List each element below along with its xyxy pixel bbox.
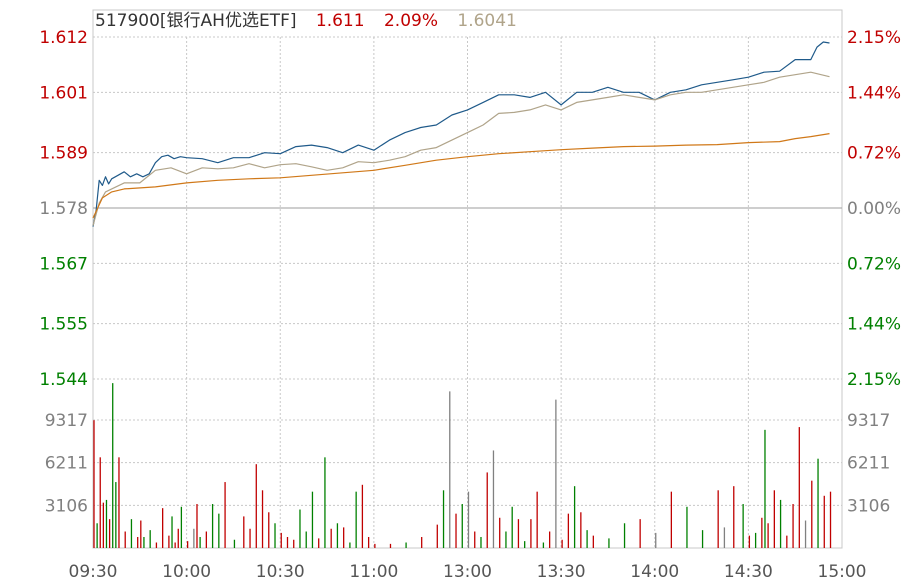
time-tick-label: 09:30 xyxy=(69,562,118,582)
pct-tick-label: 0.72% xyxy=(847,144,901,164)
time-tick-label: 11:00 xyxy=(349,562,398,582)
pct-tick-label: 0.72% xyxy=(847,254,901,274)
price-tick-label: 1.555 xyxy=(39,315,88,335)
price-tick-label: 1.589 xyxy=(39,144,88,164)
volume-tick-label-right: 3106 xyxy=(847,496,890,516)
price-tick-label: 1.544 xyxy=(39,370,88,390)
price-tick-label: 1.567 xyxy=(39,254,88,274)
pct-tick-label: 1.44% xyxy=(847,315,901,335)
time-tick-label: 13:00 xyxy=(443,562,492,582)
price-lines xyxy=(92,41,830,227)
time-tick-label: 10:00 xyxy=(162,562,211,582)
price-tick-label: 1.578 xyxy=(39,199,88,219)
series-line-0 xyxy=(92,41,830,227)
chart-grid xyxy=(92,9,843,549)
volume-tick-label-left: 6211 xyxy=(45,454,88,474)
volume-bars xyxy=(93,383,832,548)
price-tick-label: 1.601 xyxy=(39,83,88,103)
pct-tick-label: 1.44% xyxy=(847,83,901,103)
average-price: 1.6041 xyxy=(457,11,517,31)
pct-tick-label: 0.00% xyxy=(847,199,901,219)
time-tick-label: 14:30 xyxy=(724,562,773,582)
time-tick-label: 10:30 xyxy=(256,562,305,582)
security-name: 517900[银行AH优选ETF] xyxy=(95,11,297,31)
time-tick-label: 13:30 xyxy=(537,562,586,582)
price-tick-label: 1.612 xyxy=(39,28,88,48)
volume-tick-label-right: 9317 xyxy=(847,411,890,431)
volume-tick-label-left: 9317 xyxy=(45,411,88,431)
time-tick-label: 14:00 xyxy=(630,562,679,582)
series-line-1 xyxy=(92,71,830,226)
series-line-2 xyxy=(92,133,830,219)
chart-header: 517900[银行AH优选ETF] 1.611 2.09% 1.6041 xyxy=(95,6,531,31)
pct-tick-label: 2.15% xyxy=(847,28,901,48)
axis-labels: 1.612 2.15% 1.601 1.44% 1.589 0.72% 1.578 0.00%… xyxy=(39,28,901,582)
current-price: 1.611 xyxy=(315,11,365,31)
volume-tick-label-left: 3106 xyxy=(45,496,88,516)
time-tick-label: 15:00 xyxy=(818,562,867,582)
volume-tick-label-right: 6211 xyxy=(847,454,890,474)
change-percent: 2.09% xyxy=(383,11,438,31)
pct-tick-label: 2.15% xyxy=(847,370,901,390)
